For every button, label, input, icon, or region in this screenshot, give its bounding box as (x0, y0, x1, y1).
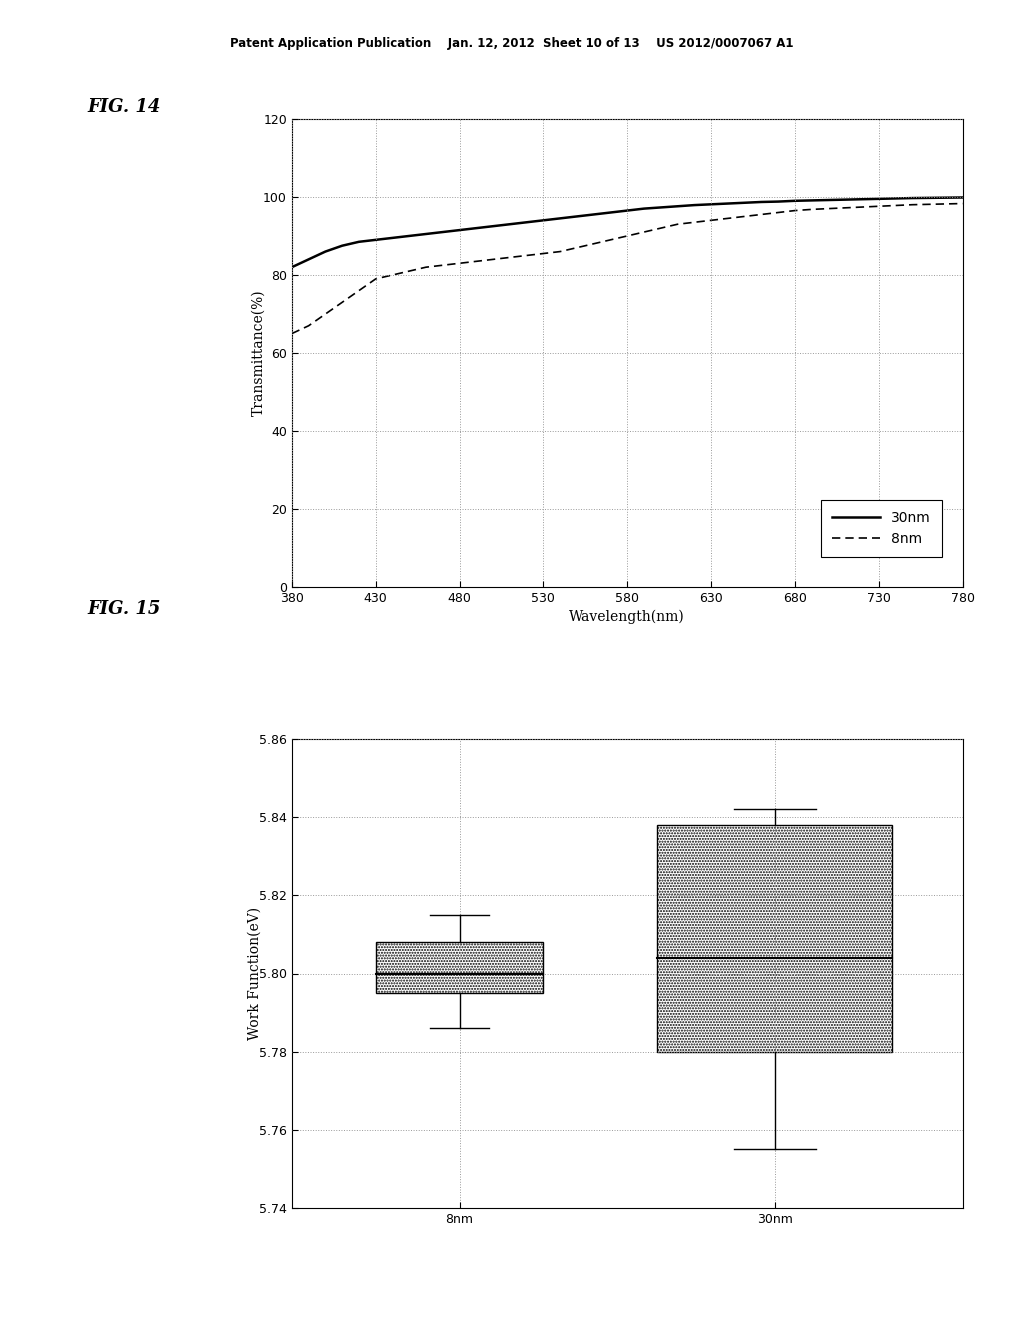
30nm (336, 238, 348, 253)
30nm (286, 259, 298, 275)
8nm (738, 209, 751, 224)
30nm (370, 232, 382, 248)
8nm (570, 240, 583, 256)
8nm (705, 213, 717, 228)
8nm (436, 257, 449, 273)
8nm (588, 236, 600, 252)
30nm (923, 190, 935, 206)
8nm (621, 228, 633, 244)
30nm (588, 206, 600, 222)
30nm (806, 193, 818, 209)
30nm (822, 193, 835, 209)
8nm (889, 198, 902, 214)
8nm (352, 282, 365, 298)
30nm (538, 213, 550, 228)
8nm (520, 248, 532, 264)
30nm (302, 251, 314, 267)
8nm (856, 199, 868, 215)
30nm (956, 190, 969, 206)
8nm (604, 232, 616, 248)
8nm (940, 195, 952, 211)
30nm (487, 218, 500, 234)
8nm (772, 205, 784, 220)
30nm (470, 220, 482, 236)
30nm (906, 190, 919, 206)
8nm (906, 197, 919, 213)
X-axis label: Wavelength(nm): Wavelength(nm) (569, 610, 685, 624)
Text: FIG. 14: FIG. 14 (87, 98, 161, 116)
8nm (839, 199, 851, 215)
30nm (403, 228, 416, 244)
30nm (570, 209, 583, 224)
30nm (772, 194, 784, 210)
Line: 8nm: 8nm (292, 203, 963, 334)
30nm (420, 226, 432, 242)
30nm (839, 191, 851, 207)
8nm (688, 214, 700, 230)
8nm (872, 198, 885, 214)
8nm (822, 201, 835, 216)
8nm (286, 326, 298, 342)
8nm (470, 253, 482, 269)
30nm (520, 214, 532, 230)
8nm (956, 195, 969, 211)
30nm (436, 224, 449, 240)
30nm (738, 195, 751, 211)
Y-axis label: Transmittance(%): Transmittance(%) (252, 290, 266, 416)
30nm (454, 222, 466, 238)
30nm (352, 234, 365, 249)
Line: 30nm: 30nm (292, 198, 963, 267)
8nm (504, 249, 516, 265)
8nm (638, 224, 650, 240)
30nm (788, 193, 801, 209)
30nm (889, 190, 902, 206)
Text: Patent Application Publication    Jan. 12, 2012  Sheet 10 of 13    US 2012/00070: Patent Application Publication Jan. 12, … (230, 37, 794, 50)
8nm (319, 306, 332, 322)
8nm (336, 294, 348, 310)
8nm (302, 318, 314, 334)
8nm (654, 220, 667, 236)
30nm (554, 210, 566, 226)
30nm (705, 197, 717, 213)
30nm (940, 190, 952, 206)
30nm (638, 201, 650, 216)
30nm (688, 197, 700, 213)
8nm (403, 263, 416, 279)
Bar (376, 942, 544, 993)
30nm (672, 198, 684, 214)
Legend: 30nm, 8nm: 30nm, 8nm (820, 500, 942, 557)
30nm (856, 191, 868, 207)
8nm (756, 206, 768, 222)
8nm (722, 210, 734, 226)
30nm (872, 191, 885, 207)
8nm (554, 244, 566, 260)
8nm (386, 267, 398, 282)
8nm (370, 271, 382, 286)
8nm (672, 216, 684, 232)
8nm (454, 255, 466, 271)
30nm (756, 194, 768, 210)
30nm (504, 216, 516, 232)
8nm (420, 259, 432, 275)
30nm (604, 205, 616, 220)
Bar (657, 825, 892, 1052)
8nm (806, 202, 818, 218)
30nm (386, 230, 398, 246)
30nm (621, 203, 633, 219)
30nm (654, 199, 667, 215)
Text: FIG. 15: FIG. 15 (87, 599, 161, 618)
30nm (722, 195, 734, 211)
8nm (538, 246, 550, 261)
Y-axis label: Work Function(eV): Work Function(eV) (248, 907, 262, 1040)
8nm (923, 197, 935, 213)
8nm (487, 251, 500, 267)
30nm (319, 244, 332, 260)
8nm (788, 203, 801, 219)
